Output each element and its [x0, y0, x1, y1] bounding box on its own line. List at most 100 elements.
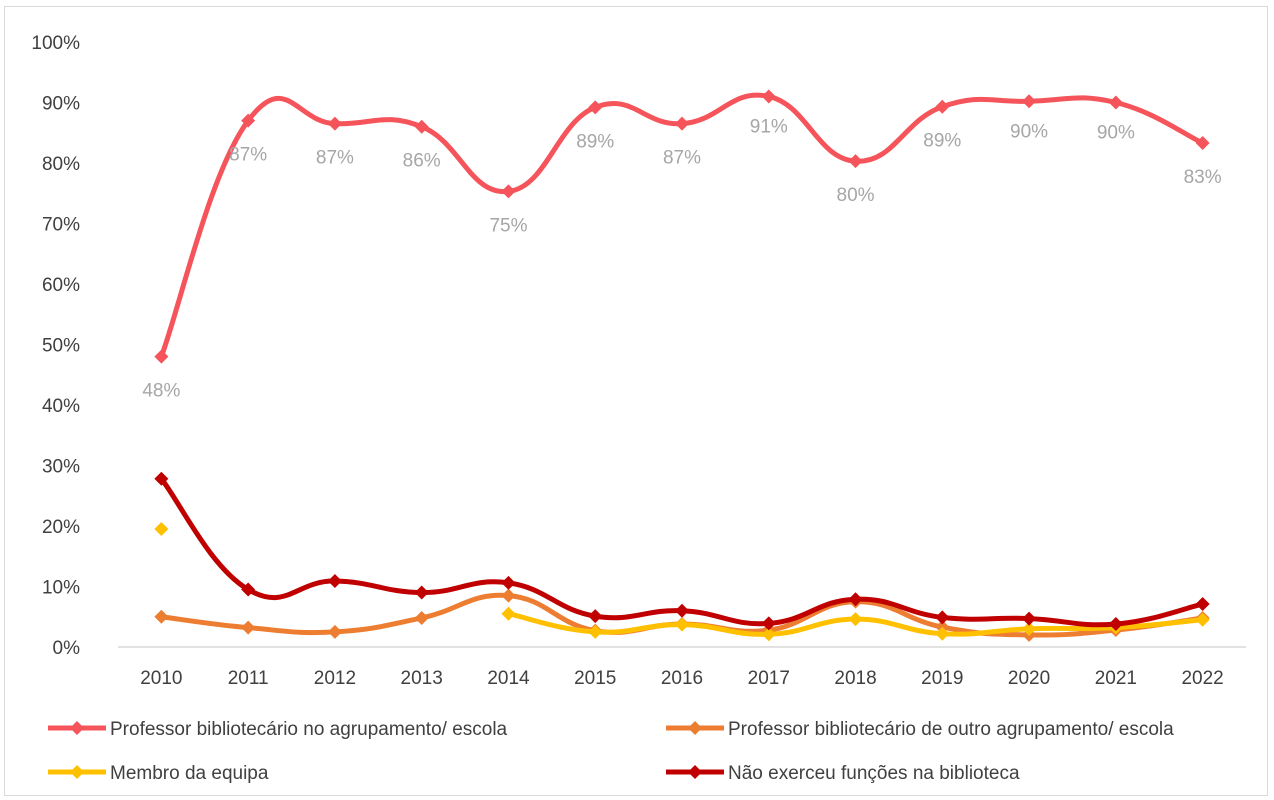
data-point-marker — [588, 609, 603, 624]
data-point-marker — [154, 522, 169, 537]
x-tick-label: 2014 — [487, 668, 530, 689]
data-label-layer: 48% 87% 87% 86% 75% 89% 87% 91% 80% 89% 90% 90% 83% — [142, 116, 1221, 401]
y-tick-label: 60% — [42, 275, 80, 296]
data-point-marker — [675, 116, 689, 131]
chart-frame — [4, 6, 1268, 796]
legend-item-4: Não exerceu funções na biblioteca — [666, 763, 1020, 784]
y-tick-label: 10% — [42, 578, 80, 599]
data-point-marker — [1022, 611, 1037, 626]
y-tick-label: 0% — [53, 638, 81, 659]
data-point-marker — [761, 627, 776, 642]
y-tick-label: 30% — [42, 457, 80, 478]
y-tick-label: 100% — [31, 33, 80, 54]
data-point-marker — [1108, 95, 1123, 110]
data-point-marker — [1108, 617, 1123, 632]
x-tick-label: 2012 — [314, 668, 356, 689]
data-point-marker — [414, 585, 429, 600]
data-point-marker — [588, 624, 603, 639]
data-point-marker — [761, 89, 776, 104]
data-label: 80% — [837, 185, 875, 206]
legend-marker — [70, 721, 84, 735]
legend-label: Professor bibliotecário no agrupamento/ … — [110, 719, 508, 740]
data-point-marker — [935, 99, 950, 114]
data-point-marker — [414, 610, 429, 625]
data-point-marker — [761, 616, 776, 631]
data-label: 89% — [576, 131, 614, 152]
data-point-marker — [1195, 136, 1210, 151]
data-label: 75% — [489, 215, 527, 236]
data-point-marker — [241, 582, 256, 597]
data-point-marker — [675, 617, 689, 632]
legend: Professor bibliotecário no agrupamento/ … — [48, 719, 1174, 784]
data-point-marker — [327, 624, 342, 639]
data-point-marker — [501, 606, 516, 621]
data-point-marker — [154, 609, 169, 624]
data-label: 91% — [750, 116, 788, 137]
legend-marker — [70, 765, 84, 779]
data-label: 86% — [403, 151, 441, 172]
legend-label: Não exerceu funções na biblioteca — [728, 763, 1020, 784]
y-tick-label: 80% — [42, 154, 80, 175]
legend-item-2: Professor bibliotecário de outro agrupam… — [666, 719, 1174, 740]
data-point-marker — [501, 588, 516, 603]
x-tick-label: 2016 — [661, 668, 703, 689]
data-point-marker — [848, 592, 863, 607]
y-tick-label: 20% — [42, 517, 80, 538]
axis-layer: 0% 10% 20% 30% 40% 50% 60% 70% 80% 90% 100% 2010 201… — [31, 33, 1246, 689]
legend-item-1: Professor bibliotecário no agrupamento/ … — [48, 719, 508, 740]
data-point-marker — [501, 184, 516, 199]
data-point-marker — [154, 471, 169, 486]
series-3 — [154, 522, 1210, 642]
y-tick-label: 50% — [42, 336, 80, 357]
data-label: 87% — [663, 148, 701, 169]
data-point-marker — [935, 610, 950, 625]
data-label: 87% — [316, 148, 354, 169]
data-label: 87% — [229, 145, 267, 166]
data-point-marker — [241, 113, 256, 128]
data-point-marker — [935, 626, 950, 641]
x-tick-label: 2010 — [140, 668, 182, 689]
x-tick-label: 2018 — [834, 668, 876, 689]
data-label: 48% — [142, 381, 180, 402]
legend-marker — [688, 721, 702, 735]
series-line — [158, 476, 1206, 628]
data-point-marker — [501, 575, 516, 590]
data-point-marker — [327, 116, 342, 131]
x-tick-label: 2019 — [921, 668, 963, 689]
series-line — [158, 92, 1206, 360]
y-tick-label: 90% — [42, 94, 80, 115]
data-point-marker — [675, 603, 689, 618]
series-layer — [154, 89, 1210, 642]
data-point-marker — [327, 574, 342, 589]
legend-item-3: Membro da equipa — [48, 763, 269, 784]
data-label: 90% — [1010, 121, 1048, 142]
series-4 — [154, 471, 1210, 632]
data-point-marker — [848, 612, 863, 627]
data-label: 89% — [923, 131, 961, 152]
data-point-marker — [1022, 94, 1037, 109]
data-point-marker — [1022, 621, 1037, 636]
data-point-marker — [588, 100, 603, 115]
data-label: 90% — [1097, 123, 1135, 144]
data-label: 83% — [1184, 167, 1222, 188]
x-tick-label: 2021 — [1095, 668, 1137, 689]
data-point-marker — [414, 119, 429, 134]
x-tick-label: 2022 — [1181, 668, 1223, 689]
data-point-marker — [241, 620, 256, 635]
x-tick-label: 2015 — [574, 668, 616, 689]
x-tick-label: 2013 — [401, 668, 443, 689]
data-point-marker — [154, 349, 169, 364]
series-1 — [154, 89, 1210, 364]
y-tick-label: 40% — [42, 396, 80, 417]
data-point-marker — [1195, 612, 1210, 627]
x-tick-label: 2017 — [748, 668, 790, 689]
legend-label: Professor bibliotecário de outro agrupam… — [728, 719, 1174, 740]
legend-marker — [688, 765, 702, 779]
legend-label: Membro da equipa — [110, 763, 269, 784]
data-point-marker — [1195, 597, 1210, 612]
x-tick-label: 2011 — [228, 668, 269, 689]
data-point-marker — [848, 154, 863, 169]
x-tick-label: 2020 — [1008, 668, 1050, 689]
y-tick-label: 70% — [42, 215, 80, 236]
